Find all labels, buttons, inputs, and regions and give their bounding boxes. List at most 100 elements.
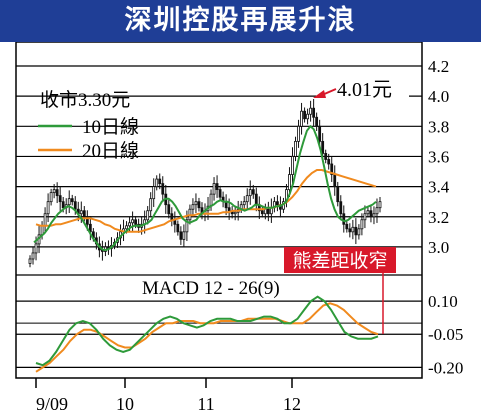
- macd-title: MACD 12 - 26(9): [142, 278, 280, 299]
- candle-body: [351, 226, 355, 233]
- candle-body: [46, 201, 50, 215]
- price-tick-label: 3.0: [428, 238, 449, 257]
- price-tick-label: 3.8: [428, 117, 449, 136]
- candle-body: [61, 201, 65, 209]
- price-tick-label: 3.2: [428, 208, 449, 227]
- candle-body: [131, 219, 134, 224]
- candle-body: [254, 193, 258, 206]
- candle-body: [348, 228, 352, 233]
- candle-body: [194, 201, 198, 206]
- candle-body: [67, 198, 71, 206]
- candle-body: [233, 211, 237, 215]
- macd-annotation: 熊差距收窄: [284, 247, 396, 334]
- price-tick-label: 4.2: [428, 57, 449, 76]
- candle-body: [128, 222, 131, 227]
- candle-body: [363, 213, 367, 221]
- price-tick-label: 4.0: [428, 87, 449, 106]
- candle-body: [82, 210, 86, 218]
- candle-body: [245, 195, 249, 203]
- candle-body: [288, 174, 291, 191]
- candle-body: [300, 110, 303, 127]
- candle-body: [318, 125, 322, 142]
- candle-body: [185, 219, 189, 233]
- candle-body: [342, 213, 346, 225]
- macd-tick-label: 0.10: [428, 292, 458, 311]
- candle-body: [70, 198, 74, 203]
- chart-title: 深圳控股再展升浪: [124, 5, 357, 36]
- close-price-label: 收市3.30元: [40, 89, 130, 111]
- candle-body: [294, 140, 297, 157]
- candle-body: [366, 210, 370, 215]
- candle-body: [375, 207, 379, 215]
- candle-body: [276, 201, 279, 206]
- macd-tick-labels: 0.10 -0.05 -0.20: [428, 292, 463, 377]
- candle-body: [191, 204, 195, 210]
- candle-body: [167, 204, 171, 215]
- stock-chart: 4.24.03.83.63.43.23.0 收市3.30元 10日線 20日線 …: [15, 42, 463, 414]
- candle-body: [321, 140, 325, 154]
- candle-body: [360, 219, 364, 230]
- candle-body: [297, 125, 300, 142]
- candlesticks: [28, 99, 382, 268]
- candle-body: [79, 210, 83, 215]
- legend: 收市3.30元 10日線 20日線: [38, 89, 139, 162]
- candle-body: [248, 189, 252, 197]
- candle-body: [31, 252, 35, 260]
- legend-ma10-label: 10日線: [82, 116, 139, 138]
- high-price-label: 4.01元: [337, 79, 392, 101]
- candle-body: [34, 243, 38, 254]
- candle-body: [161, 183, 165, 195]
- candle-body: [251, 189, 255, 195]
- candle-body: [263, 208, 267, 215]
- high-label-bg: [325, 76, 409, 102]
- candle-body: [179, 231, 183, 240]
- candle-body: [315, 116, 319, 127]
- candle-body: [354, 226, 358, 236]
- price-tick-label: 3.6: [428, 147, 449, 166]
- price-tick-label: 3.4: [428, 178, 450, 197]
- x-tick-label: 12: [283, 394, 301, 414]
- candle-body: [291, 156, 294, 175]
- candle-body: [197, 201, 201, 209]
- candle-body: [49, 192, 53, 203]
- legend-ma20-label: 20日線: [82, 140, 139, 162]
- candle-body: [28, 258, 32, 264]
- candle-body: [52, 189, 56, 194]
- candle-body: [303, 110, 306, 120]
- candle-body: [309, 107, 313, 115]
- candle-body: [260, 210, 264, 215]
- candle-body: [333, 174, 337, 188]
- macd-tick-label: -0.05: [428, 325, 463, 344]
- high-price-annotation: 4.01元: [313, 76, 409, 102]
- candle-body: [58, 195, 62, 203]
- candle-body: [324, 153, 328, 160]
- candle-body: [43, 213, 47, 227]
- candle-body: [85, 216, 89, 225]
- candle-body: [176, 223, 180, 233]
- title-bar: 深圳控股再展升浪: [0, 0, 481, 42]
- x-axis: 9/09 10 11 12: [35, 378, 301, 414]
- candle-body: [155, 178, 159, 188]
- candle-body: [182, 231, 186, 240]
- candle-body: [125, 225, 128, 230]
- candle-body: [306, 113, 309, 120]
- candle-body: [345, 223, 349, 230]
- candle-body: [378, 201, 382, 209]
- x-tick-label: 9/09: [36, 394, 68, 414]
- candle-body: [55, 189, 59, 197]
- candle-body: [339, 201, 343, 215]
- macd-annotation-box: [284, 247, 396, 273]
- candle-body: [330, 163, 334, 175]
- candle-body: [134, 219, 138, 225]
- candle-body: [242, 201, 246, 206]
- price-tick-labels: 4.2 4.0 3.8 3.6 3.4 3.2 3.0: [428, 57, 450, 257]
- candle-body: [146, 210, 150, 221]
- candle-body: [212, 183, 216, 195]
- candle-body: [227, 207, 231, 212]
- candle-body: [369, 210, 373, 218]
- candle-body: [215, 183, 219, 191]
- candle-body: [218, 189, 222, 198]
- ma10-series: [33, 124, 377, 251]
- candle-body: [158, 178, 162, 184]
- candle-body: [209, 193, 213, 207]
